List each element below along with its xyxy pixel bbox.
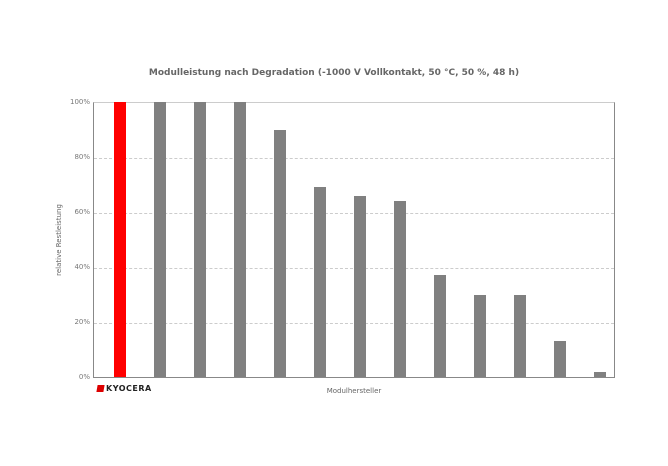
bar (354, 195, 366, 377)
bar (114, 102, 126, 377)
x-axis-label: Modulhersteller (326, 387, 382, 395)
chart-title: Modulleistung nach Degradation (-1000 V … (148, 68, 520, 78)
bar (594, 371, 606, 377)
y-tick-label: 60% (74, 208, 90, 216)
bar (554, 341, 566, 377)
logo-text: KYOCERA (106, 384, 152, 393)
bar (194, 102, 206, 377)
y-tick-label: 0% (78, 373, 90, 381)
y-tick-label: 100% (69, 98, 90, 106)
y-tick-label: 20% (74, 318, 90, 326)
y-axis-label: relative Restleistung (55, 204, 63, 276)
bar (434, 275, 446, 377)
gridline (94, 158, 614, 159)
bar (154, 102, 166, 377)
plot-area (93, 102, 615, 378)
bar (234, 102, 246, 377)
bar (394, 201, 406, 377)
bar (314, 187, 326, 377)
y-tick-label: 40% (74, 263, 90, 271)
bar (514, 294, 526, 377)
y-tick-label: 80% (74, 153, 90, 161)
bar (274, 129, 286, 377)
kyocera-logo-icon (96, 385, 105, 392)
bar (474, 294, 486, 377)
kyocera-logo: KYOCERA (96, 384, 152, 393)
